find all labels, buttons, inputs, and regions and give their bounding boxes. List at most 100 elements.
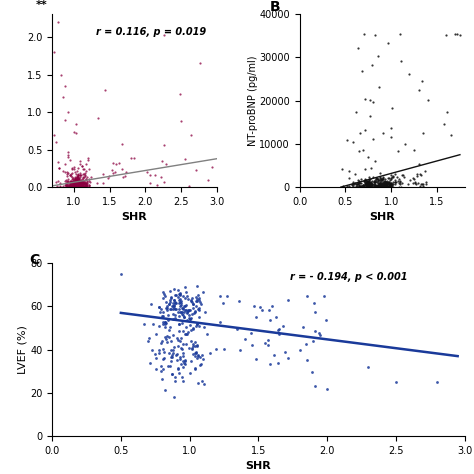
Point (162, 324, 169, 331)
Point (349, 178, 356, 186)
Point (348, 182, 356, 189)
Point (175, 320, 183, 328)
Point (390, 183, 397, 191)
Point (62, 181, 70, 189)
Point (195, 313, 203, 321)
Point (83, 181, 91, 188)
Point (172, 299, 180, 306)
Point (66, 182, 74, 190)
Point (73, 183, 80, 191)
Point (177, 356, 184, 363)
Point (77, 182, 85, 190)
Point (128, 154, 135, 162)
Point (75, 183, 83, 191)
Point (182, 330, 190, 337)
Point (82, 178, 89, 186)
Point (392, 176, 399, 184)
Point (69, 182, 77, 190)
Point (73, 179, 80, 187)
Point (79, 182, 87, 190)
Point (217, 318, 224, 326)
Point (74, 183, 82, 191)
Point (164, 362, 172, 369)
Point (69, 178, 77, 186)
Point (70, 181, 77, 189)
Point (67, 177, 75, 185)
Point (62, 168, 69, 175)
Point (74, 173, 82, 181)
Point (66, 182, 73, 189)
Point (186, 306, 194, 314)
Point (370, 177, 377, 185)
Point (161, 334, 169, 341)
Point (356, 129, 364, 137)
Point (378, 182, 386, 190)
Point (72, 179, 80, 187)
Point (361, 180, 369, 188)
Point (413, 173, 421, 180)
Point (74, 183, 82, 191)
Point (184, 295, 191, 303)
Point (83, 180, 91, 187)
Point (85, 183, 92, 191)
Point (203, 330, 211, 338)
Point (383, 183, 391, 191)
Point (178, 308, 186, 316)
Point (266, 317, 274, 324)
Point (389, 178, 396, 186)
Point (188, 310, 196, 318)
Point (86, 179, 94, 186)
Point (365, 176, 373, 183)
Point (185, 314, 193, 322)
Point (357, 182, 365, 190)
Point (184, 330, 191, 337)
Point (371, 182, 378, 189)
Point (160, 346, 167, 353)
Point (368, 181, 376, 188)
Point (377, 169, 384, 177)
Point (74, 181, 82, 188)
Point (187, 369, 194, 377)
Point (371, 178, 378, 186)
Point (383, 180, 391, 187)
Point (417, 171, 425, 179)
Point (74, 182, 82, 190)
Point (67, 178, 75, 186)
Point (74, 183, 82, 191)
Point (72, 183, 79, 191)
Point (419, 129, 427, 137)
Point (406, 176, 413, 183)
Point (454, 30, 461, 38)
Point (389, 172, 397, 180)
Point (72, 182, 79, 189)
Point (171, 377, 179, 384)
Point (193, 297, 201, 304)
Point (353, 182, 361, 190)
Point (374, 182, 382, 190)
Point (175, 370, 183, 377)
Point (379, 129, 387, 137)
Point (73, 175, 81, 182)
Point (421, 167, 428, 174)
Point (256, 303, 264, 311)
X-axis label: SHR: SHR (246, 461, 271, 471)
Point (174, 293, 182, 301)
Point (389, 180, 397, 188)
Point (348, 181, 356, 188)
Point (75, 179, 83, 186)
Point (74, 179, 82, 187)
Point (78, 183, 85, 191)
Point (148, 346, 155, 354)
Point (74, 182, 82, 190)
Point (360, 177, 368, 184)
Point (85, 181, 92, 189)
Point (55, 164, 62, 172)
Point (414, 170, 421, 178)
Point (192, 293, 200, 301)
Point (77, 178, 84, 186)
Point (371, 31, 379, 39)
Point (170, 344, 178, 351)
Point (317, 332, 324, 339)
Point (178, 346, 185, 353)
Point (182, 294, 189, 302)
